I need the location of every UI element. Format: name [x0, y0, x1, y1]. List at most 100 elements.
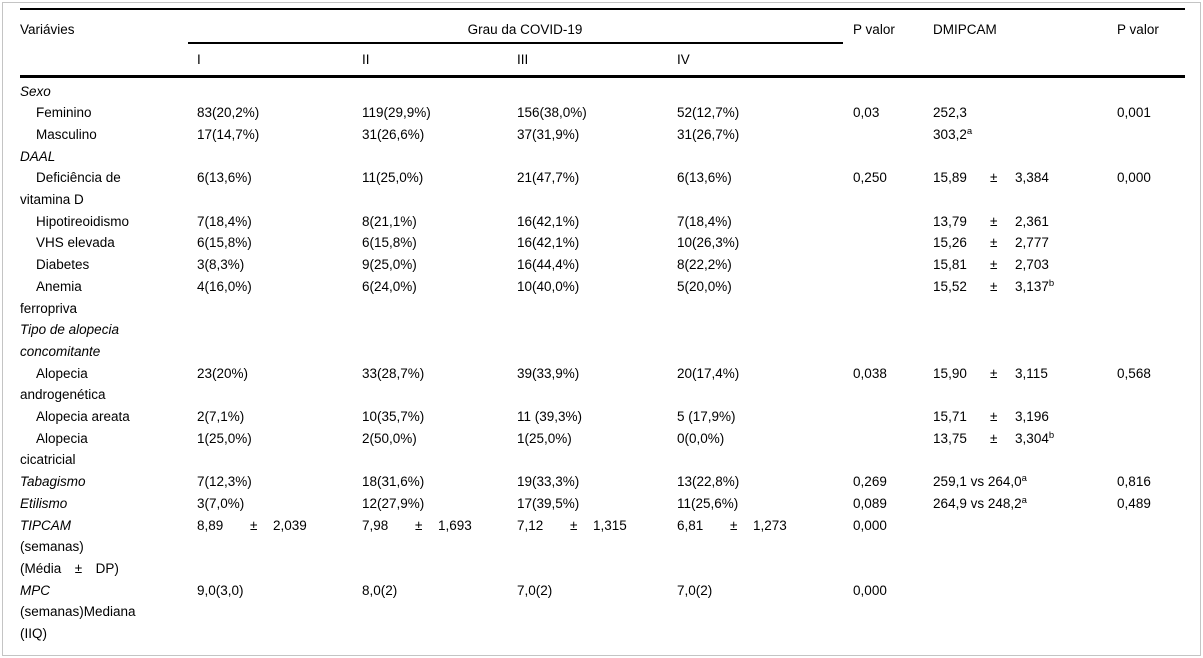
dm-sd: 2,361 — [1015, 213, 1049, 229]
grade-4-cell: 31(26,7%) — [677, 126, 740, 142]
grade-4-cell: 5(20,0%) — [677, 278, 732, 294]
dmipcam-cell — [933, 515, 1117, 580]
dmipcam-cell: 15,26 ±2,777 — [933, 232, 1117, 254]
p-value-2-cell — [1117, 232, 1185, 254]
grade-3-cell: 17(39,5%) — [517, 495, 580, 511]
grade-1-cell — [197, 146, 362, 168]
results-table: Variávies Grau da COVID-19 P valor DMIPC… — [20, 8, 1186, 655]
table-row-deficiencia-vitamina-d: Deficiência de vitamina D 6(13,6%) 11(25… — [20, 167, 1185, 210]
dm-plusminus: ± — [990, 278, 998, 294]
row-label: Anemia ferropriva — [20, 278, 82, 316]
label-cell: Diabetes — [20, 254, 197, 276]
section-label: Sexo — [20, 83, 51, 99]
grade-2-cell: 11(25,0%) — [362, 170, 424, 186]
dm-mean: 252,3 — [933, 105, 967, 121]
sd-value: 1,315 — [593, 517, 627, 533]
dm-comparison: 259,1 vs 264,0a — [933, 473, 1027, 490]
table-row-hipotireoidismo: Hipotireoidismo 7(18,4%) 8(21,1%) 16(42,… — [20, 211, 1185, 233]
grade-2-cell: 7,98 ±1,693 — [362, 515, 517, 580]
table-row-section-sexo: Sexo — [20, 76, 1185, 102]
dmipcam-cell: 252,3 — [933, 102, 1117, 124]
table-row-mpc: MPC (semanas)Mediana (IIQ) 9,0(3,0) 8,0(2… — [20, 580, 1185, 655]
grade-4-cell: 7(18,4%) — [677, 213, 732, 229]
p-value-2-cell — [1117, 406, 1185, 428]
superscript: a — [966, 125, 973, 137]
p-value-1-cell: 0,269 — [853, 474, 887, 490]
p-value-2-cell: 0,000 — [1117, 170, 1151, 186]
grade-4-cell: 8(22,2%) — [677, 257, 732, 273]
label-cell: VHS elevada — [20, 232, 197, 254]
p-value-2-cell — [1117, 76, 1185, 102]
dmipcam-cell — [933, 319, 1117, 362]
dm-mean: 13,75 — [933, 430, 967, 446]
header-row-2: I II III IV — [20, 44, 1185, 76]
header-grau-label: Grau da COVID-19 — [467, 22, 583, 37]
grade-2-cell: 8(21,1%) — [362, 213, 417, 229]
dm-plusminus: ± — [990, 365, 998, 381]
dmipcam-cell: 15,81 ±2,703 — [933, 254, 1117, 276]
dm-mean: 15,81 — [933, 257, 967, 273]
grade-3-cell: 21(47,7%) — [517, 170, 580, 186]
plusminus: ± — [415, 517, 423, 533]
header-row-1: Variávies Grau da COVID-19 P valor DMIPC… — [20, 9, 1185, 44]
table-header: Variávies Grau da COVID-19 P valor DMIPC… — [20, 9, 1186, 76]
grade-3-cell: 11 (39,3%) — [517, 409, 583, 425]
grade-4-cell: 5 (17,9%) — [677, 409, 736, 425]
dm-plusminus: ± — [990, 213, 998, 229]
table-row-feminino: Feminino 83(20,2%) 119(29,9%) 156(38,0%)… — [20, 102, 1185, 124]
grade-1-cell: 6(15,8%) — [197, 235, 252, 251]
header-p-valor-2: P valor — [1117, 22, 1159, 37]
label-cell: Tabagismo — [20, 471, 197, 493]
grade-1-cell: 9,0(3,0) — [197, 582, 244, 598]
row-label-sub: (semanas) (Média ± DP) — [20, 539, 119, 576]
header-grade-1: I — [197, 52, 201, 67]
mean-value: 7,12 — [517, 517, 544, 533]
dmipcam-cell — [933, 76, 1117, 102]
table-row-anemia-ferropriva: Anemia ferropriva 4(16,0%) 6(24,0%) 10(4… — [20, 276, 1185, 319]
grade-3-cell: 37(31,9%) — [517, 126, 580, 142]
grade-2-cell — [362, 76, 517, 102]
grade-1-cell — [197, 76, 362, 102]
grade-2-cell: 9(25,0%) — [362, 257, 417, 273]
table-body: Sexo Feminino 83(20,2%) 119(29,9%) 156(3… — [20, 76, 1185, 655]
grade-4-cell: 6,81 ±1,273 — [677, 515, 853, 580]
p-value-1-cell: 0,000 — [853, 582, 887, 598]
grade-1-cell: 2(7,1%) — [197, 409, 245, 425]
dm-sd: 3,115 — [1015, 365, 1048, 381]
dm-sd: 2,777 — [1015, 235, 1049, 251]
grade-3-cell: 7,0(2) — [517, 582, 553, 598]
dm-comparison: 264,9 vs 248,2a — [933, 494, 1027, 511]
dmipcam-cell: 15,89 ±3,384 — [933, 167, 1117, 210]
grade-1-cell: 8,89 ±2,039 — [197, 515, 362, 580]
grade-3-cell: 7,12 ±1,315 — [517, 515, 677, 580]
dm-mean: 15,71 — [933, 409, 967, 425]
dmipcam-cell — [933, 146, 1117, 168]
label-cell: Deficiência de vitamina D — [20, 167, 197, 210]
table-row-section-tipo-alopecia: Tipo de alopecia concomitante — [20, 319, 1185, 362]
label-cell: Alopecia areata — [20, 406, 197, 428]
p-value-1-cell — [853, 124, 933, 146]
p-value-2-cell — [1117, 254, 1185, 276]
p-value-1-cell — [853, 428, 933, 471]
p-value-2-cell: 0,489 — [1117, 495, 1151, 511]
row-label: Tabagismo — [20, 474, 86, 490]
dm-mean: 15,26 — [933, 235, 967, 251]
header-grade-2: II — [362, 52, 370, 67]
section-label: DAAL — [20, 148, 56, 164]
dmipcam-cell: 259,1 vs 264,0a — [933, 471, 1117, 493]
dm-mean: 13,79 — [933, 213, 967, 229]
dm-mean: 15,52 — [933, 278, 967, 294]
table-row-masculino: Masculino 17(14,7%) 31(26,6%) 37(31,9%) … — [20, 124, 1185, 146]
grade-2-cell: 6(15,8%) — [362, 235, 417, 251]
dm-mean: 15,90 — [933, 365, 967, 381]
dm-plusminus: ± — [990, 235, 998, 251]
p-value-1-cell — [853, 146, 933, 168]
grade-1-cell: 6(13,6%) — [197, 170, 252, 186]
grade-1-cell — [197, 319, 362, 362]
grade-2-cell — [362, 146, 517, 168]
grade-3-cell — [517, 319, 677, 362]
grade-1-cell: 23(20%) — [197, 365, 249, 381]
label-cell: TIPCAM (semanas) (Média ± DP) — [20, 515, 197, 580]
header-p-valor-1: P valor — [853, 22, 895, 37]
